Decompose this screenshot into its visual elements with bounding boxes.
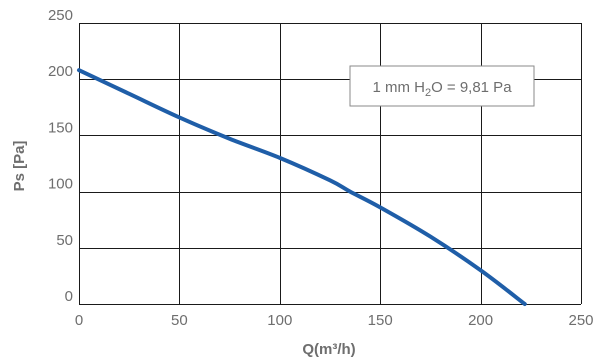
series-layer <box>77 68 527 306</box>
y-axis-title: Ps [Pa] <box>11 141 28 192</box>
annotation: 1 mm H2O = 9,81 Pa <box>349 65 535 107</box>
annotation-prefix: 1 mm H <box>372 79 425 96</box>
annotation-suffix: O = 9,81 Pa <box>431 79 512 96</box>
series-line <box>77 68 527 306</box>
y-tick-label: 200 <box>48 63 73 80</box>
annotation-text: 1 mm H2O = 9,81 Pa <box>372 79 512 99</box>
y-tick-label: 50 <box>56 232 73 249</box>
x-axis-title: Q(m³/h) <box>302 341 355 358</box>
x-tick-label: 200 <box>468 312 493 329</box>
y-tick-label: 150 <box>48 119 73 136</box>
y-tick-label: 100 <box>48 176 73 193</box>
annotation-subscript: 2 <box>425 87 431 99</box>
annotation-box <box>349 65 535 107</box>
x-tick-label: 0 <box>75 312 83 329</box>
x-tick-label: 100 <box>267 312 292 329</box>
y-tick-label: 250 <box>48 7 73 24</box>
grid <box>79 23 582 305</box>
tick-labels: 0 50 100 150 200 250 0 50 100 150 200 250 <box>48 7 594 329</box>
y-tick-label: 0 <box>65 288 73 305</box>
x-tick-label: 150 <box>368 312 393 329</box>
x-tick-label: 50 <box>171 312 188 329</box>
x-tick-label: 250 <box>568 312 593 329</box>
